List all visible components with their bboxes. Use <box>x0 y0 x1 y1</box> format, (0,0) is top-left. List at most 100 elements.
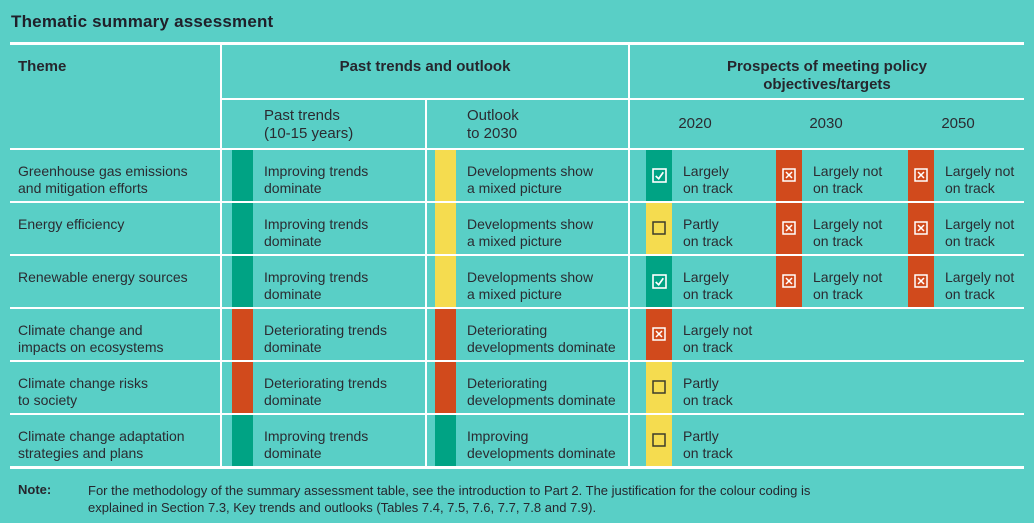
status-chip <box>646 362 672 413</box>
note-text: For the methodology of the summary asses… <box>88 483 811 515</box>
theme-cell: Energy efficiency <box>10 203 222 254</box>
table-row: Energy efficiency Improving trends domin… <box>10 201 1024 254</box>
past-trends-cell: Improving trends dominate <box>222 150 425 201</box>
status-chip <box>646 203 672 254</box>
trend-chip <box>232 309 253 360</box>
crossed-checkbox-icon <box>914 168 928 183</box>
prospect-cell-2020: Partly on track <box>628 203 760 254</box>
prospect-cell-2030: Largely not on track <box>760 150 892 201</box>
cell-label: Largely not on track <box>945 216 1015 249</box>
cell-label: Improving trends dominate <box>264 163 369 196</box>
cell-label: Deteriorating developments dominate <box>467 322 616 355</box>
prospect-cell-2020: Largely not on track <box>628 309 760 360</box>
outlook-cell: Developments show a mixed picture <box>425 256 628 307</box>
table-row: Renewable energy sources Improving trend… <box>10 254 1024 307</box>
group-header-past-trends-outlook: Past trends and outlook <box>339 58 511 75</box>
prospect-cell-2030-empty <box>760 415 892 466</box>
cell-label: Partly on track <box>683 216 733 249</box>
past-trends-cell: Deteriorating trends dominate <box>222 309 425 360</box>
subheader-year-2050: 2050 <box>892 98 1024 148</box>
status-chip <box>646 309 672 360</box>
outlook-cell: Deteriorating developments dominate <box>425 309 628 360</box>
cell-label: Developments show a mixed picture <box>467 269 594 302</box>
prospect-cell-2050-empty <box>892 415 1024 466</box>
status-chip <box>908 203 934 254</box>
subheader-year-2020: 2020 <box>628 98 760 148</box>
outlook-cell: Deteriorating developments dominate <box>425 362 628 413</box>
checked-checkbox-icon <box>651 274 667 289</box>
table-row: Greenhouse gas emissions and mitigation … <box>10 148 1024 201</box>
status-chip <box>908 150 934 201</box>
outlook-cell: Improving developments dominate <box>425 415 628 466</box>
past-trends-cell: Improving trends dominate <box>222 256 425 307</box>
theme-cell: Climate change and impacts on ecosystems <box>10 309 222 360</box>
prospect-cell-2050: Largely not on track <box>892 203 1024 254</box>
subheader-past-trends: Past trends (10-15 years) <box>222 98 425 148</box>
theme-cell: Renewable energy sources <box>10 256 222 307</box>
status-chip <box>646 256 672 307</box>
cell-label: Developments show a mixed picture <box>467 216 594 249</box>
outlook-cell: Developments show a mixed picture <box>425 150 628 201</box>
prospect-cell-2020: Largely on track <box>628 150 760 201</box>
empty-checkbox-icon <box>652 380 666 395</box>
cell-label: Largely not on track <box>945 163 1015 196</box>
status-chip <box>776 256 802 307</box>
group-header-prospects: Prospects of meeting policy objectives/t… <box>628 45 1024 98</box>
crossed-checkbox-icon <box>652 327 666 342</box>
prospect-cell-2030: Largely not on track <box>760 256 892 307</box>
status-chip <box>776 203 802 254</box>
subheader-year-2030: 2030 <box>760 98 892 148</box>
cell-label: Largely not on track <box>813 163 883 196</box>
crossed-checkbox-icon <box>914 221 928 236</box>
table-row: Climate change adaptation strategies and… <box>10 413 1024 466</box>
past-trends-cell: Improving trends dominate <box>222 203 425 254</box>
theme-cell: Climate change risks to society <box>10 362 222 413</box>
cell-label: Improving trends dominate <box>264 269 369 302</box>
crossed-checkbox-icon <box>914 274 928 289</box>
prospect-cell-2050: Largely not on track <box>892 256 1024 307</box>
cell-label: Deteriorating developments dominate <box>467 375 616 408</box>
prospect-cell-2030: Largely not on track <box>760 203 892 254</box>
prospect-cell-2030-empty <box>760 362 892 413</box>
trend-chip <box>232 150 253 201</box>
trend-chip <box>435 203 456 254</box>
prospect-cell-2020: Partly on track <box>628 362 760 413</box>
trend-chip <box>232 415 253 466</box>
cell-label: Developments show a mixed picture <box>467 163 594 196</box>
past-trends-cell: Improving trends dominate <box>222 415 425 466</box>
crossed-checkbox-icon <box>782 274 796 289</box>
trend-chip <box>435 256 456 307</box>
empty-checkbox-icon <box>652 221 666 236</box>
theme-cell: Climate change adaptation strategies and… <box>10 415 222 466</box>
cell-label: Improving developments dominate <box>467 428 616 461</box>
trend-chip <box>435 309 456 360</box>
prospect-cell-2050-empty <box>892 362 1024 413</box>
subheader-outlook: Outlook to 2030 <box>425 98 628 148</box>
cell-label: Improving trends dominate <box>264 216 369 249</box>
crossed-checkbox-icon <box>782 168 796 183</box>
outlook-cell: Developments show a mixed picture <box>425 203 628 254</box>
theme-cell: Greenhouse gas emissions and mitigation … <box>10 150 222 201</box>
trend-chip <box>435 362 456 413</box>
cell-label: Partly on track <box>683 428 733 461</box>
table-bottom-rule <box>10 466 1024 469</box>
trend-chip <box>435 150 456 201</box>
cell-label: Largely not on track <box>945 269 1015 302</box>
checked-checkbox-icon <box>651 168 667 183</box>
cell-label: Largely not on track <box>683 322 753 355</box>
past-trends-cell: Deteriorating trends dominate <box>222 362 425 413</box>
note-label: Note: <box>18 482 52 497</box>
trend-chip <box>232 203 253 254</box>
crossed-checkbox-icon <box>782 221 796 236</box>
note: Note: For the methodology of the summary… <box>10 482 1024 516</box>
table-row: Climate change risks to society Deterior… <box>10 360 1024 413</box>
table-top-rule <box>10 42 1024 45</box>
status-chip <box>776 150 802 201</box>
status-chip <box>646 415 672 466</box>
cell-label: Partly on track <box>683 375 733 408</box>
column-header-theme: Theme <box>10 45 222 148</box>
trend-chip <box>232 362 253 413</box>
cell-label: Improving trends dominate <box>264 428 369 461</box>
assessment-table: Theme Past trends and outlook Prospects … <box>10 42 1024 469</box>
